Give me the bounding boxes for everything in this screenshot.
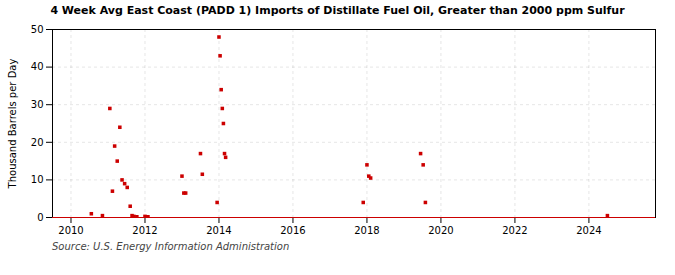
svg-text:30: 30 <box>31 99 44 110</box>
svg-text:2012: 2012 <box>132 225 157 236</box>
svg-text:2018: 2018 <box>354 225 379 236</box>
svg-text:2024: 2024 <box>576 225 601 236</box>
svg-text:40: 40 <box>31 61 44 72</box>
svg-text:20: 20 <box>31 137 44 148</box>
svg-text:50: 50 <box>31 24 44 35</box>
html-text:Source: U.S. Energy Informatio: Source: U.S. Energy Information Administ… <box>52 241 290 252</box>
svg-text:Thousand Barrels per Day: Thousand Barrels per Day <box>7 59 18 190</box>
svg-text:2010: 2010 <box>58 225 83 236</box>
svg-text:2020: 2020 <box>428 225 453 236</box>
svg-text:2022: 2022 <box>502 225 527 236</box>
svg-text:10: 10 <box>31 174 44 185</box>
html-text:4 Week Avg East Coast (PADD 1): 4 Week Avg East Coast (PADD 1) Imports o… <box>50 4 625 17</box>
svg-text:2016: 2016 <box>280 225 305 236</box>
svg-text:2014: 2014 <box>206 225 231 236</box>
svg-text:0: 0 <box>37 212 43 223</box>
